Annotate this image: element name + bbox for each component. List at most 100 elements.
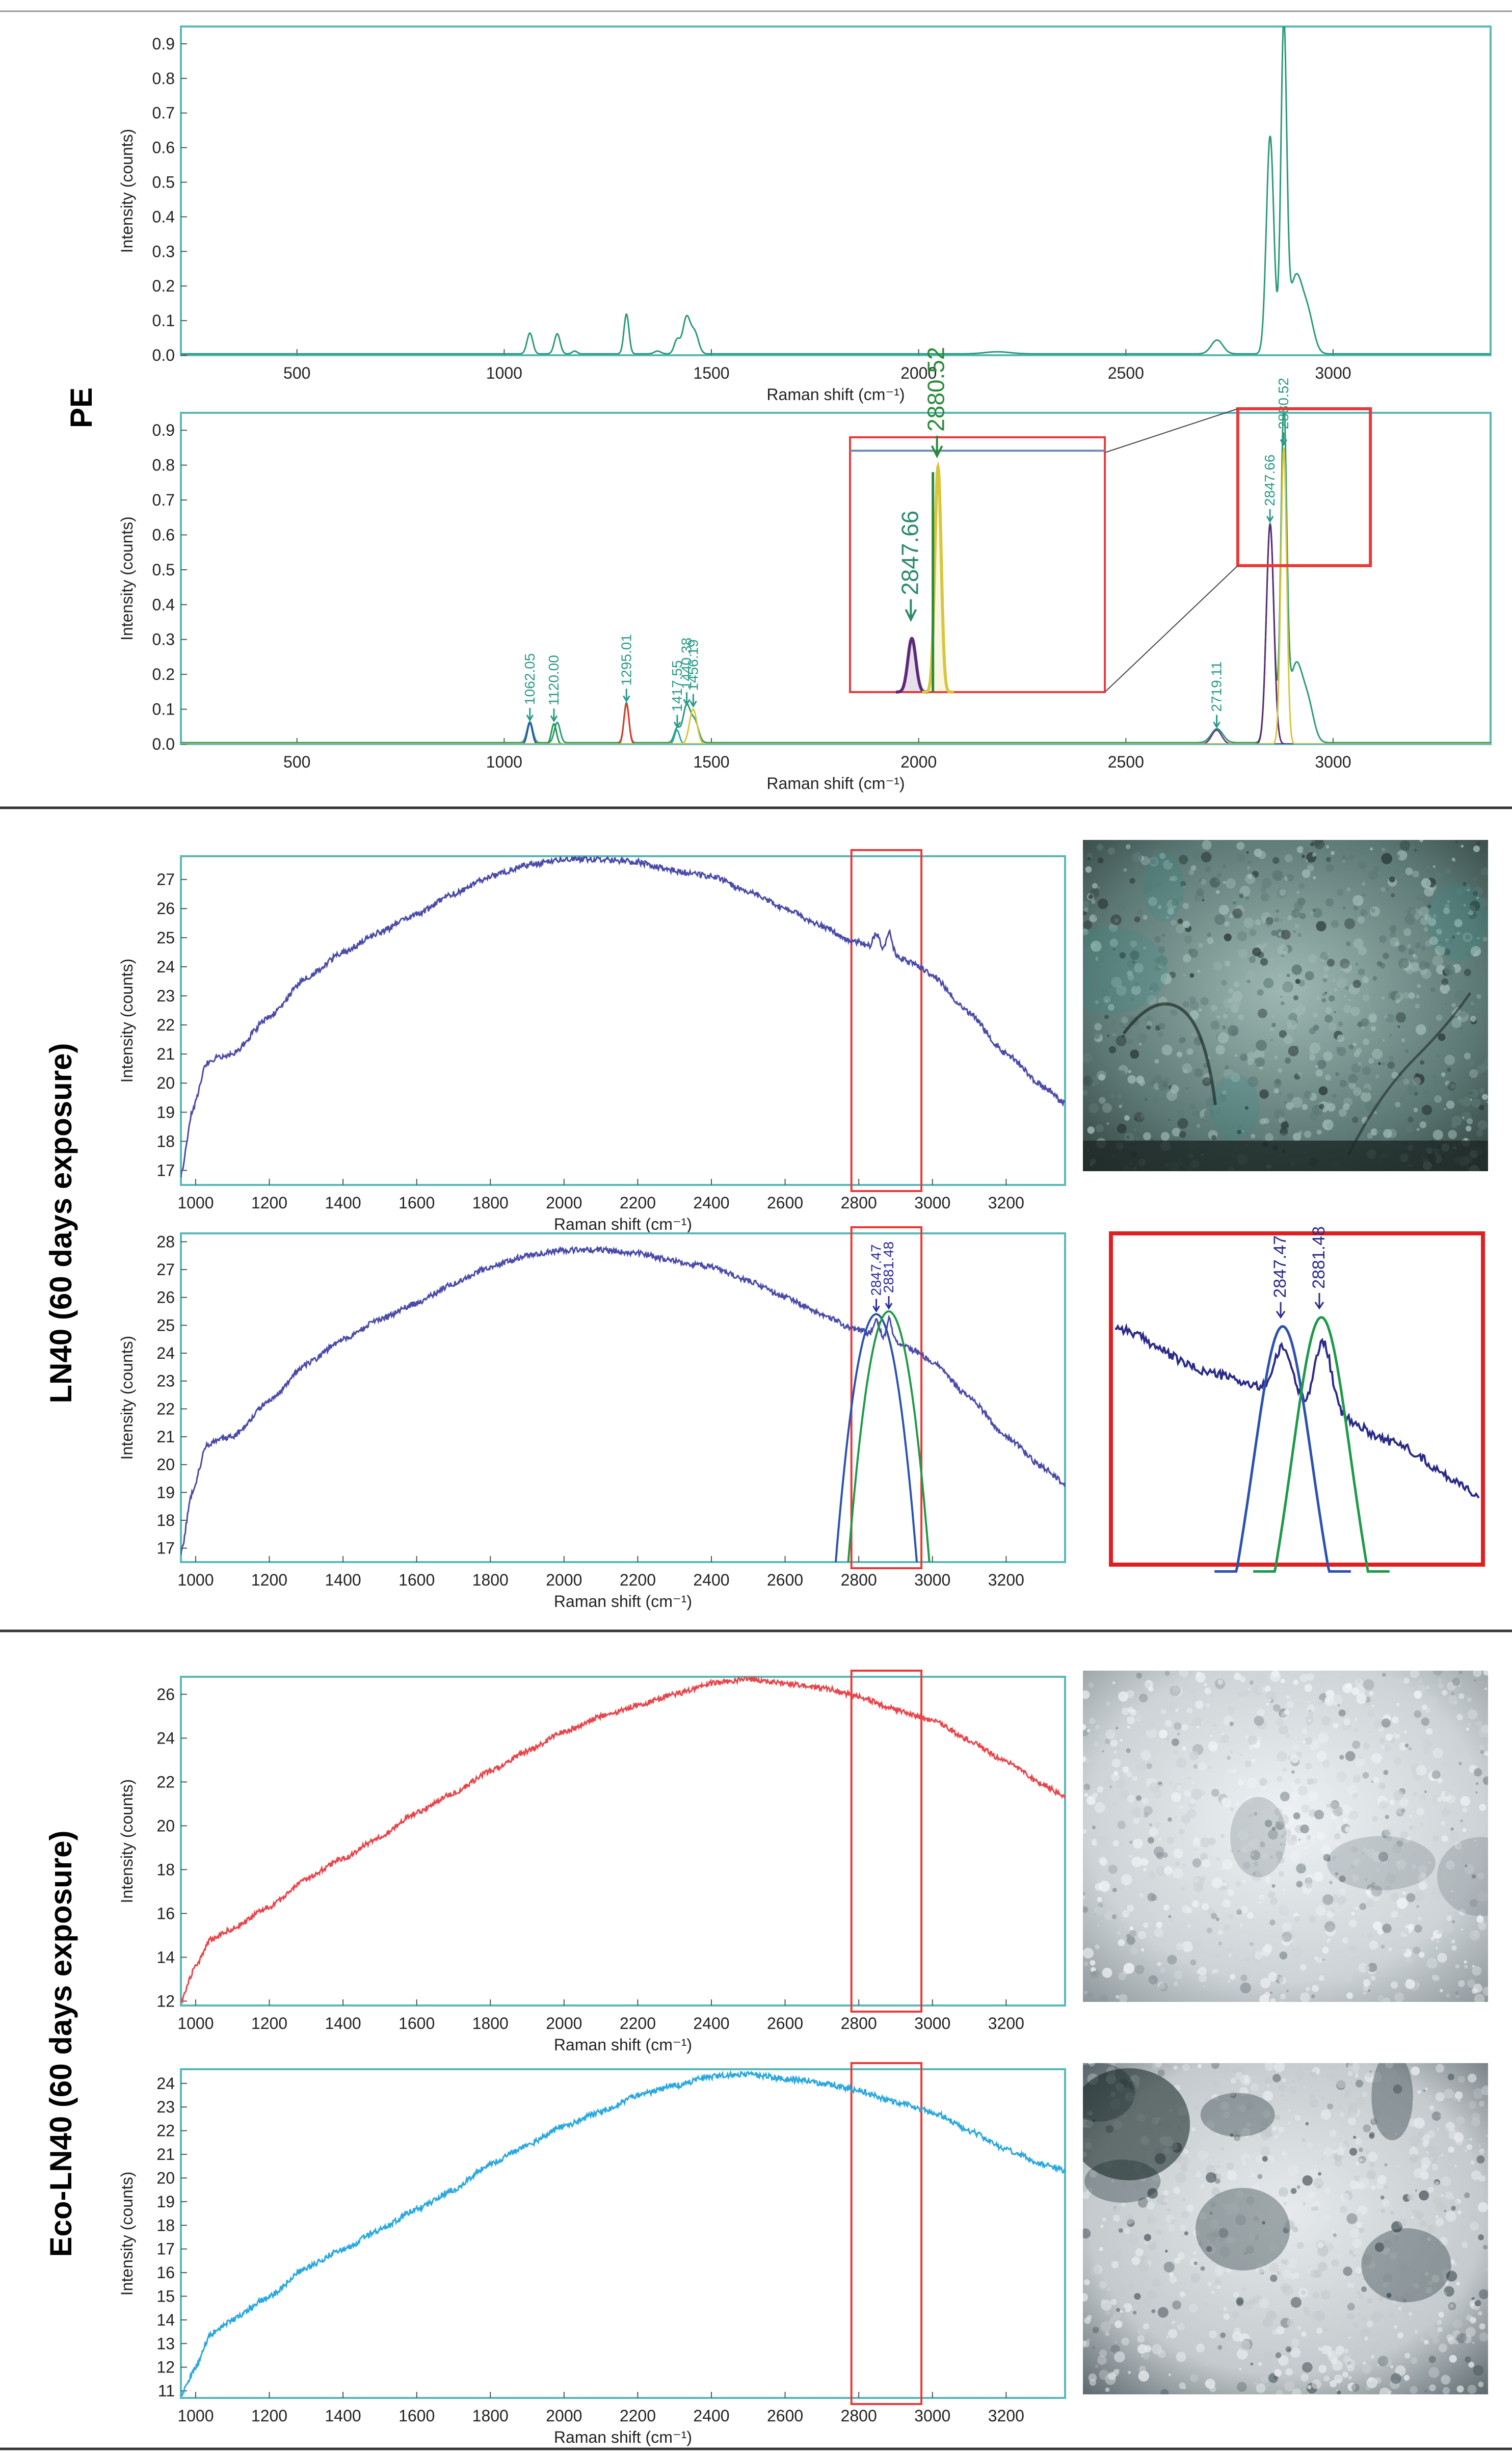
- x-tick-label: 2000: [546, 2014, 582, 2033]
- micrograph-background: [1083, 840, 1488, 1171]
- x-tick-label: 3000: [914, 2407, 950, 2425]
- x-tick-label: 2000: [546, 2407, 582, 2425]
- x-tick-label: 1800: [472, 1571, 509, 1589]
- chart-ln40-peak-fit: 1000 1200 1400 1600 1800 2000 2200 2400 2600 2800…: [118, 1226, 1066, 1611]
- peak-arrow-head: [872, 1305, 880, 1313]
- y-tick-label: 0.0: [152, 346, 175, 364]
- inset-peak: [922, 461, 954, 694]
- axis-ticks: 1000 1200 1400 1600 1800 2000 2200 2400 2600 2800…: [156, 1232, 1024, 1589]
- y-tick-label: 23: [156, 987, 175, 1005]
- x-tick-label: 2200: [620, 2407, 656, 2425]
- y-tick-label: 0.7: [152, 491, 175, 509]
- y-tick-label: 22: [156, 1016, 175, 1034]
- series-group: [181, 2070, 1065, 2397]
- x-tick-label: 1200: [251, 2014, 287, 2033]
- x-axis-label: Raman shift (cm⁻¹): [766, 385, 905, 404]
- y-tick-label: 0.5: [152, 561, 175, 579]
- y-tick-label: 23: [156, 2098, 175, 2116]
- peak-label: 2847.47: [868, 1244, 884, 1296]
- plot-frame: [180, 2068, 1066, 2399]
- series-line: [835, 1313, 918, 1562]
- inset-peak-label: 2880.52: [923, 347, 949, 432]
- section-label-eco-ln40: Eco-LN40 (60 days exposure): [44, 1831, 78, 2257]
- peak-annotation: 2847.47: [868, 1244, 884, 1313]
- peak-annotation: 1295.01: [618, 634, 634, 703]
- y-tick-label: 0.5: [152, 173, 175, 192]
- series-group: [181, 413, 1491, 744]
- x-axis-label: Raman shift (cm⁻¹): [554, 2428, 692, 2446]
- x-tick-label: 2000: [900, 753, 937, 771]
- inset-spectrum: [1115, 1323, 1480, 1499]
- y-tick-label: 24: [156, 1344, 175, 1362]
- x-tick-label: 1800: [472, 2407, 509, 2425]
- x-tick-label: 1800: [472, 2014, 509, 2033]
- chart-pe-spectrum: 500 1000 1500 2000 2500 3000 0.0 0.1 0.2 0.3 0.4 0.…: [118, 25, 1492, 404]
- x-tick-label: 2800: [841, 1194, 877, 1212]
- y-tick-label: 0.8: [152, 456, 175, 474]
- series-group: [181, 856, 1065, 1178]
- y-tick-label: 18: [156, 1132, 175, 1150]
- y-tick-label: 27: [156, 1260, 175, 1279]
- y-tick-label: 24: [156, 2074, 175, 2093]
- y-axis-label: Intensity (counts): [118, 129, 136, 253]
- axis-ticks: 1000 1200 1400 1600 1800 2000 2200 2400 2600 2800…: [156, 1685, 1024, 2033]
- inset-peak-annotation: 2847.66: [896, 511, 923, 622]
- zoom-region-box: [1236, 407, 1372, 567]
- y-tick-label: 0.4: [152, 595, 175, 614]
- peak-annotation: 1456.19: [685, 639, 701, 708]
- y-tick-label: 22: [156, 1773, 175, 1791]
- axis-ticks: 500 1000 1500 2000 2500 3000 0.0 0.1 0.2 0.3 0.4 0.…: [152, 421, 1351, 771]
- y-tick-label: 18: [156, 1860, 175, 1879]
- y-tick-label: 26: [156, 1685, 175, 1703]
- y-tick-label: 20: [156, 2169, 175, 2187]
- y-tick-label: 0.1: [152, 700, 175, 719]
- x-tick-label: 1400: [325, 1194, 361, 1212]
- peak-arrow-head: [1280, 439, 1288, 446]
- peak-label: 2847.66: [1262, 455, 1278, 506]
- axis-ticks: 1000 1200 1400 1600 1800 2000 2200 2400 2600 2800…: [156, 870, 1024, 1212]
- y-tick-label: 25: [156, 929, 175, 947]
- x-axis-label: Raman shift (cm⁻¹): [554, 1592, 692, 1611]
- x-tick-label: 500: [283, 753, 310, 771]
- chart-eco-ln40-spectrum-2: 1000 1200 1400 1600 1800 2000 2200 2400 2600 2800…: [118, 2062, 1066, 2446]
- peak-label: 2719.11: [1209, 661, 1225, 711]
- axis-ticks: 500 1000 1500 2000 2500 3000 0.0 0.1 0.2 0.3 0.4 0.…: [152, 35, 1351, 382]
- inset-fit-peak: [1253, 1316, 1390, 1573]
- x-axis-label: Raman shift (cm⁻¹): [766, 774, 905, 793]
- x-tick-label: 2500: [1108, 753, 1144, 771]
- y-tick-label: 23: [156, 1372, 175, 1390]
- x-tick-label: 500: [283, 364, 310, 382]
- y-tick-label: 14: [156, 2311, 175, 2329]
- peak-label: 1295.01: [618, 634, 634, 685]
- y-tick-label: 18: [156, 2216, 175, 2234]
- eco-ln40-micrograph-2: [1083, 2063, 1488, 2394]
- y-tick-label: 13: [156, 2334, 175, 2353]
- x-tick-label: 3000: [1315, 753, 1351, 771]
- chart-pe-peak-fit: 500 1000 1500 2000 2500 3000 0.0 0.1 0.2 0.3 0.4 0.…: [118, 378, 1492, 793]
- peak-annotation: 1120.00: [546, 655, 562, 723]
- x-tick-label: 3000: [914, 2014, 950, 2033]
- y-tick-label: 24: [156, 1729, 175, 1747]
- y-tick-label: 15: [156, 2287, 175, 2305]
- series-line: [181, 1245, 1065, 1555]
- x-tick-label: 1400: [325, 2014, 361, 2033]
- y-tick-label: 19: [156, 1483, 175, 1501]
- x-tick-label: 3200: [988, 2407, 1024, 2425]
- peak-label: 1120.00: [546, 655, 562, 705]
- plot-frame: [180, 1232, 1066, 1563]
- series-group: [181, 1677, 1065, 2004]
- peak-label: 1417.55: [669, 660, 685, 711]
- series-line: [847, 1310, 931, 1562]
- y-tick-label: 12: [156, 2358, 175, 2377]
- series-line: [181, 524, 1491, 744]
- y-axis-label: Intensity (counts): [118, 1779, 136, 1904]
- y-axis-label: Intensity (counts): [118, 2172, 136, 2296]
- y-tick-label: 0.8: [152, 69, 175, 88]
- peak-arrow-head: [623, 695, 630, 703]
- y-tick-label: 0.9: [152, 35, 175, 53]
- section-label-ln40: LN40 (60 days exposure): [44, 1043, 78, 1404]
- x-tick-label: 2600: [767, 2407, 803, 2425]
- chart-ln40-spectrum: 1000 1200 1400 1600 1800 2000 2200 2400 2600 2800…: [118, 849, 1066, 1233]
- inset-peak-annotation: 2881.48: [1309, 1226, 1329, 1310]
